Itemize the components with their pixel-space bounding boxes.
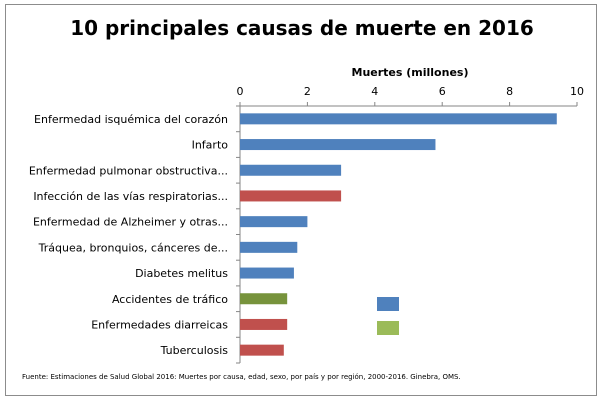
- category-label: Diabetes melitus: [135, 267, 228, 280]
- category-label: Tráquea, bronquios, cánceres de...: [38, 241, 228, 254]
- bar: [240, 267, 294, 279]
- category-label: Enfermedad de Alzheimer y otras...: [33, 216, 228, 229]
- bar: [240, 344, 284, 356]
- x-tick-label: 2: [304, 85, 311, 98]
- x-tick-label: 4: [371, 85, 378, 98]
- category-label: Accidentes de tráfico: [112, 293, 228, 306]
- category-label: Tuberculosis: [160, 344, 229, 357]
- chart-frame: [5, 4, 597, 396]
- bar: [240, 190, 342, 202]
- category-label: Enfermedad isquémica del corazón: [34, 113, 228, 126]
- chart-title: 10 principales causas de muerte en 2016: [70, 16, 534, 40]
- x-tick-label: 6: [439, 85, 446, 98]
- bar: [240, 293, 288, 305]
- source-note: Fuente: Estimaciones de Salud Global 201…: [22, 373, 461, 381]
- category-label: Enfermedades diarreicas: [91, 318, 228, 331]
- x-tick-label: 0: [237, 85, 244, 98]
- bar: [240, 113, 557, 125]
- legend-swatch: [377, 297, 399, 311]
- category-label: Enfermedad pulmonar obstructiva...: [29, 164, 228, 177]
- bar: [240, 164, 342, 176]
- legend-swatch: [377, 321, 399, 335]
- category-label: Infarto: [192, 139, 229, 152]
- bar: [240, 139, 436, 151]
- bar: [240, 318, 288, 330]
- bar: [240, 241, 298, 253]
- x-tick-label: 10: [570, 85, 584, 98]
- x-axis-label: Muertes (millones): [351, 66, 469, 79]
- x-tick-label: 8: [506, 85, 513, 98]
- bar: [240, 216, 308, 228]
- category-label: Infección de las vías respiratorias...: [33, 190, 228, 203]
